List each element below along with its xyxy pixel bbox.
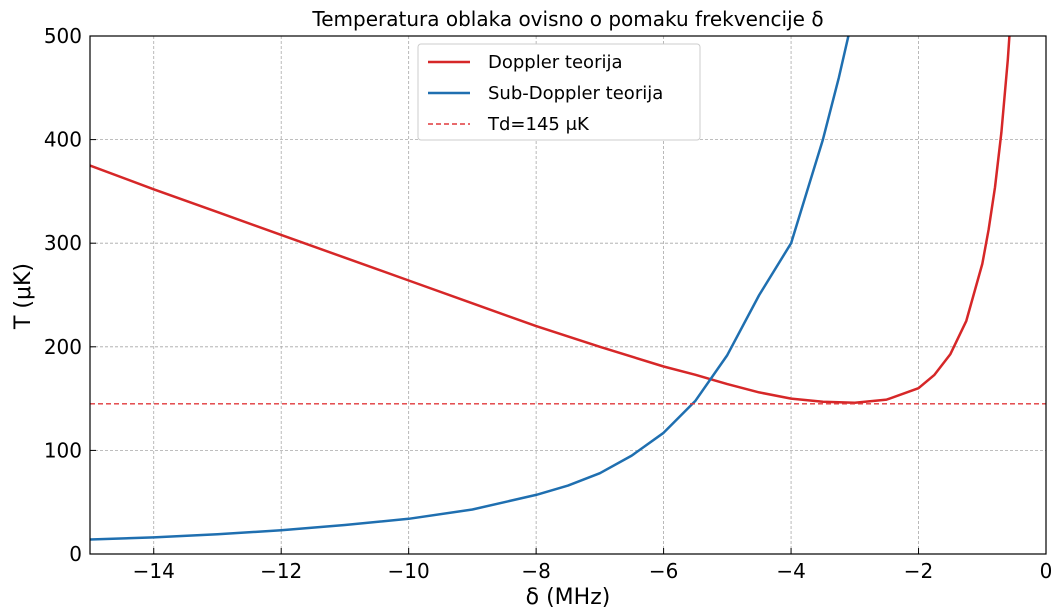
series-line-1 — [90, 36, 1011, 404]
series-line-2 — [90, 36, 850, 541]
x-tick-label: −14 — [133, 559, 175, 583]
y-tick-label: 300 — [44, 231, 82, 255]
x-tick-label: 0 — [1040, 559, 1053, 583]
plot-frame — [89, 35, 1047, 555]
x-tick-label: −8 — [521, 559, 550, 583]
legend: Doppler teorija Sub-Doppler teorija Td=145… — [417, 43, 701, 141]
y-tick-label: 0 — [69, 542, 82, 566]
legend-label-3: Td=145 μK — [487, 114, 590, 135]
y-tick-label: 100 — [44, 438, 82, 462]
x-axis-label: δ (MHz) — [526, 585, 611, 610]
y-tick-label: 200 — [44, 335, 82, 359]
y-axis-label: T (μK) — [11, 263, 36, 330]
y-tick-label: 500 — [44, 24, 82, 48]
x-tick-label: −12 — [260, 559, 302, 583]
y-tick-label: 400 — [44, 128, 82, 152]
x-tick-label: −6 — [649, 559, 678, 583]
x-tick-label: −4 — [776, 559, 805, 583]
series-layer — [90, 36, 1046, 541]
ticks: −14 −12 −10 −8 −6 −4 −2 0 0 100 200 300 400 500 — [44, 24, 1053, 583]
legend-label-2: Sub-Doppler teorija — [488, 83, 663, 104]
legend-box — [417, 43, 701, 141]
chart-title: Temperatura oblaka ovisno o pomaku frekv… — [311, 7, 823, 31]
x-tick-label: −2 — [904, 559, 933, 583]
legend-label-1: Doppler teorija — [488, 52, 623, 73]
x-tick-label: −10 — [388, 559, 430, 583]
